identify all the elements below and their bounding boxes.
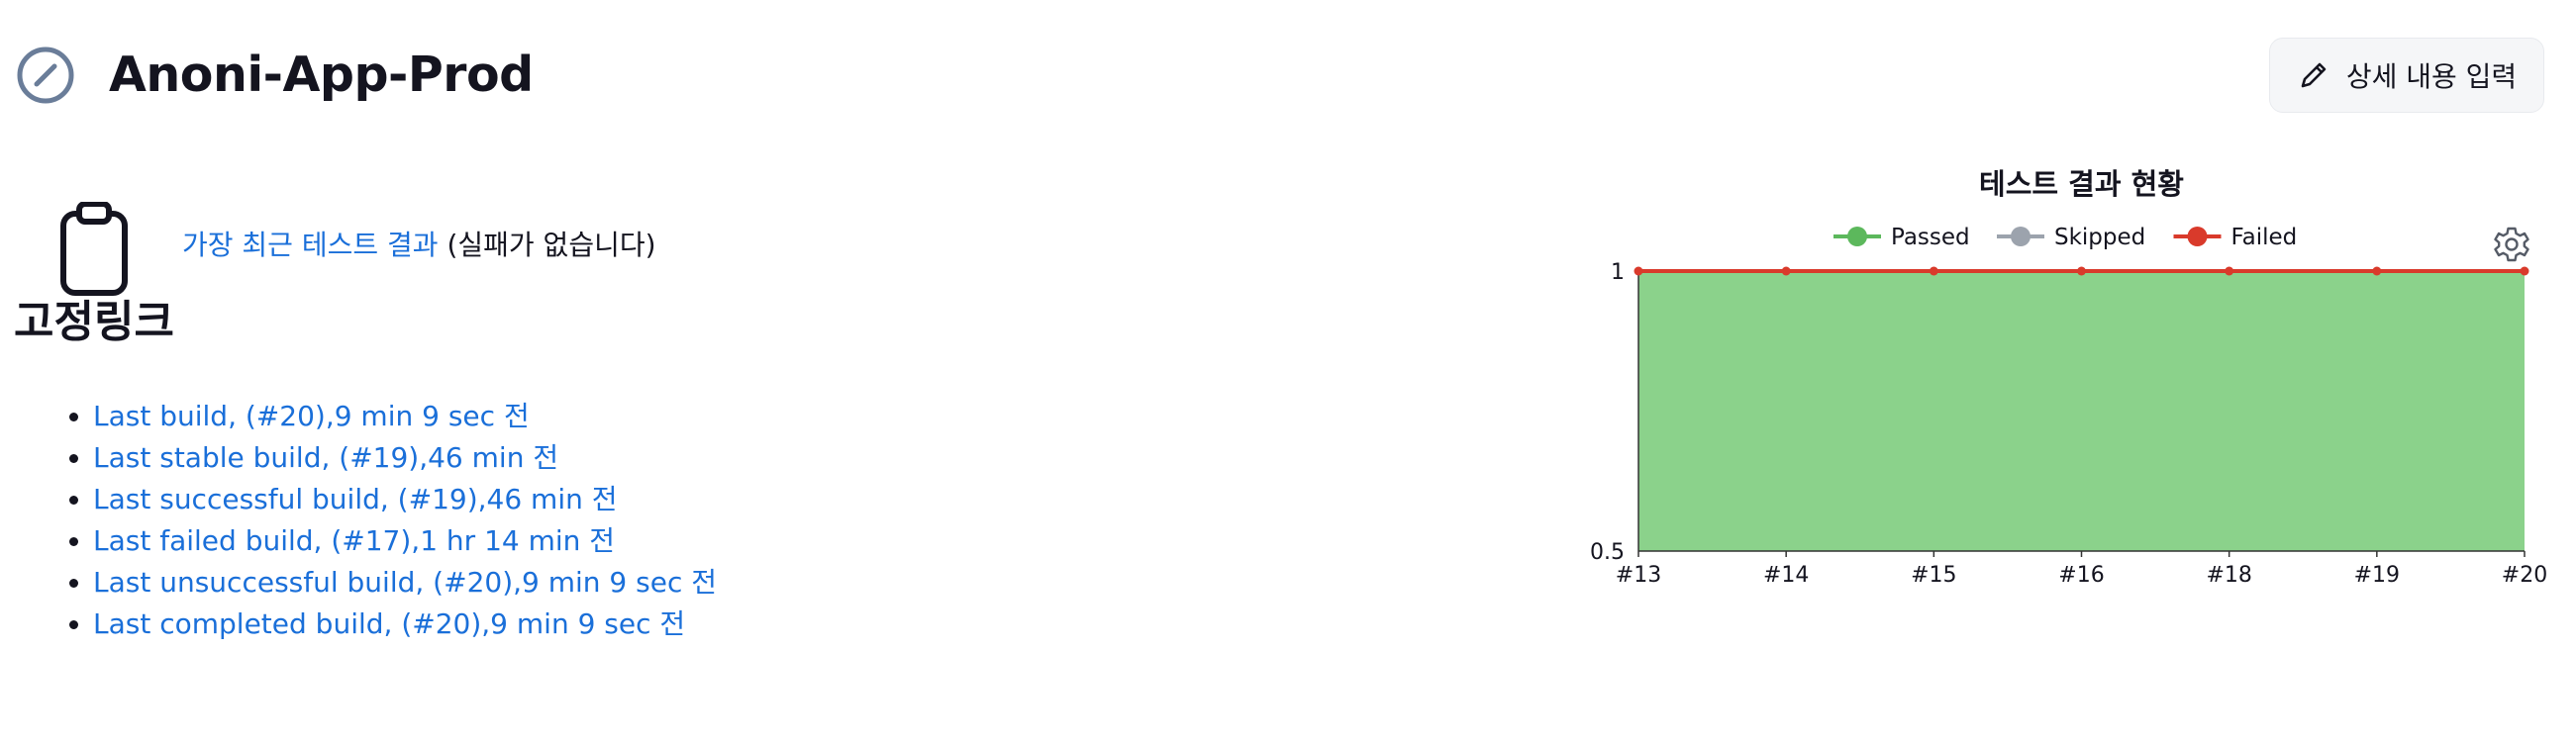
legend-label: Passed <box>1891 225 1970 250</box>
legend-marker <box>2011 227 2031 246</box>
failed-data-point <box>2372 266 2382 276</box>
legend-marker <box>2187 227 2208 246</box>
pencil-icon <box>2301 62 2327 88</box>
y-tick-label: 0.5 <box>1590 540 1625 565</box>
last-build-link[interactable]: Last build, (#20),9 min 9 sec 전 <box>93 400 530 432</box>
edit-description-label: 상세 내용 입력 <box>2345 60 2518 93</box>
x-tick-label: #13 <box>1616 563 1661 588</box>
last-completed-build-link[interactable]: Last completed build, (#20),9 min 9 sec … <box>93 607 686 640</box>
list-item: Last successful build, (#19),46 min 전 <box>93 479 717 520</box>
edit-description-button[interactable]: 상세 내용 입력 <box>2269 38 2544 113</box>
failed-data-point <box>2520 266 2529 276</box>
legend-marker <box>1847 227 1867 246</box>
list-item: Last build, (#20),9 min 9 sec 전 <box>93 396 717 437</box>
legend-label: Failed <box>2231 225 2298 250</box>
x-tick-label: #18 <box>2206 563 2251 588</box>
failed-data-point <box>2077 266 2086 276</box>
list-item: Last stable build, (#19),46 min 전 <box>93 437 717 479</box>
permalinks-section: 고정링크 가장 최근 테스트 결과 (실패가 없습니다) Last build,… <box>0 188 990 663</box>
legend-label: Skipped <box>2054 225 2145 250</box>
y-tick-label: 1 <box>1611 260 1625 285</box>
failed-data-point <box>2225 266 2234 276</box>
test-result-trend-chart: 테스트 결과 현황 Passed Skipped Failed 1 0.5 #13 #14 #1… <box>1584 158 2554 604</box>
clipboard-icon <box>60 202 128 296</box>
job-header: Anoni-App-Prod 상세 내용 입력 <box>0 0 2576 148</box>
failed-data-point <box>1781 266 1791 276</box>
last-stable-build-link[interactable]: Last stable build, (#19),46 min 전 <box>93 441 559 474</box>
gear-icon[interactable] <box>2491 224 2532 265</box>
last-failed-build-link[interactable]: Last failed build, (#17),1 hr 14 min 전 <box>93 524 616 557</box>
x-tick-label: #15 <box>1911 563 1956 588</box>
x-tick-label: #16 <box>2058 563 2104 588</box>
page-title: Anoni-App-Prod <box>109 46 534 103</box>
failed-data-point <box>1634 266 1643 276</box>
permalinks-heading: 고정링크 <box>14 297 174 347</box>
x-tick-label: #14 <box>1763 563 1809 588</box>
latest-test-result-note: (실패가 없습니다) <box>446 229 656 261</box>
latest-test-result: 가장 최근 테스트 결과 (실패가 없습니다) <box>182 226 656 265</box>
latest-test-result-link[interactable]: 가장 최근 테스트 결과 <box>182 229 439 261</box>
last-successful-build-link[interactable]: Last successful build, (#19),46 min 전 <box>93 483 618 515</box>
trend-chart-svg: 테스트 결과 현황 Passed Skipped Failed 1 0.5#13 #14 #1… <box>1590 167 2547 588</box>
list-item: Last unsuccessful build, (#20),9 min 9 s… <box>93 562 717 604</box>
permalink-list: Last build, (#20),9 min 9 sec 전 Last sta… <box>55 396 717 645</box>
chart-title: 테스트 결과 현황 <box>1979 167 2184 201</box>
x-tick-label: #19 <box>2354 563 2400 588</box>
disabled-circle-icon <box>17 46 74 104</box>
failed-data-point <box>1929 266 1938 276</box>
passed-area <box>1638 271 2525 551</box>
x-tick-label: #20 <box>2502 563 2547 588</box>
list-item: Last failed build, (#17),1 hr 14 min 전 <box>93 520 717 562</box>
last-unsuccessful-build-link[interactable]: Last unsuccessful build, (#20),9 min 9 s… <box>93 566 718 599</box>
list-item: Last completed build, (#20),9 min 9 sec … <box>93 604 717 645</box>
